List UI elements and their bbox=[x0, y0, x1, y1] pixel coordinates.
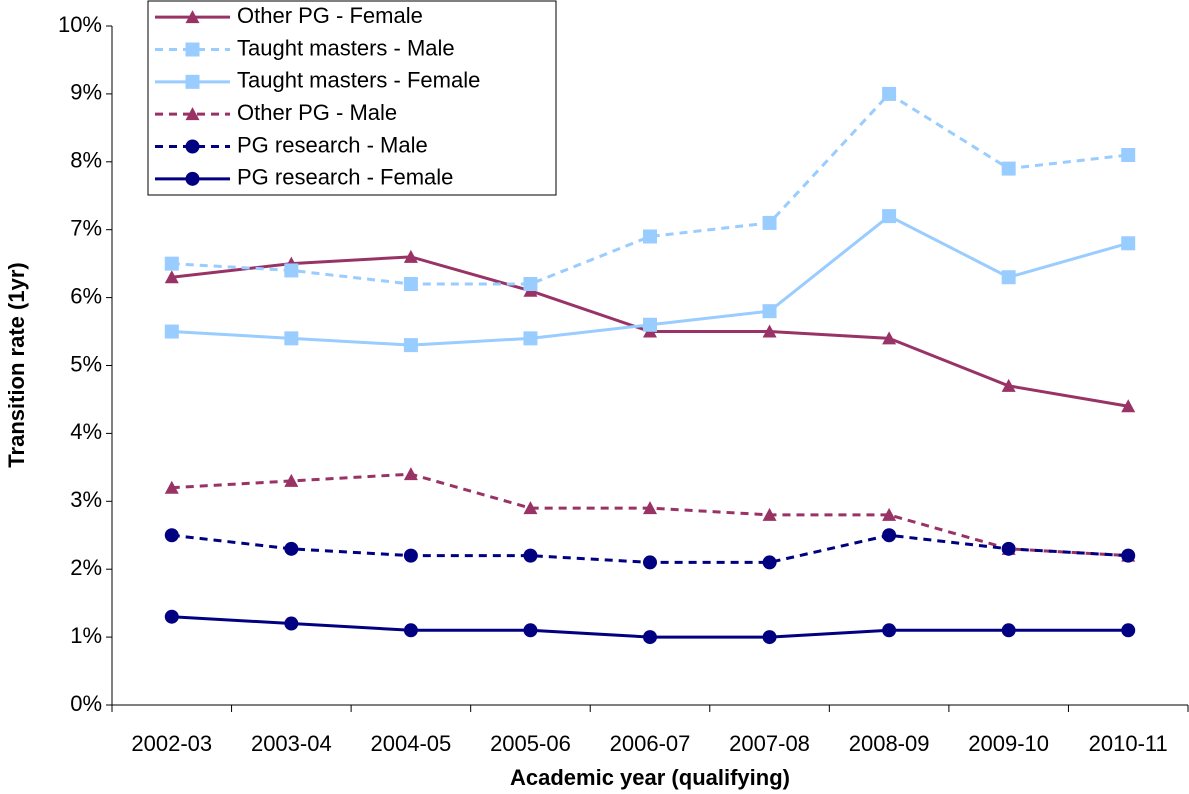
legend-label: Other PG - Female bbox=[237, 3, 423, 28]
data-point bbox=[1121, 236, 1136, 251]
y-tick-label: 8% bbox=[70, 148, 102, 173]
data-point bbox=[403, 249, 418, 263]
x-tick-label: 2009-10 bbox=[968, 731, 1049, 756]
data-point bbox=[403, 338, 418, 353]
y-axis-title: Transition rate (1yr) bbox=[4, 262, 29, 467]
x-tick-label: 2002-03 bbox=[131, 731, 212, 756]
y-tick-label: 4% bbox=[70, 419, 102, 444]
data-point bbox=[762, 630, 777, 645]
data-point bbox=[164, 609, 179, 624]
data-point bbox=[164, 270, 179, 284]
data-point bbox=[164, 324, 179, 339]
data-point bbox=[762, 555, 777, 570]
data-point bbox=[284, 541, 299, 556]
data-point bbox=[762, 215, 777, 230]
legend-label: Taught masters - Female bbox=[237, 68, 480, 93]
data-point bbox=[882, 331, 897, 345]
series bbox=[164, 528, 1136, 570]
y-tick-label: 6% bbox=[70, 283, 102, 308]
data-point bbox=[643, 555, 657, 570]
data-point bbox=[523, 331, 538, 346]
legend-label: PG research - Male bbox=[237, 132, 428, 157]
x-tick-label: 2008-09 bbox=[849, 731, 930, 756]
data-point bbox=[1001, 541, 1016, 556]
data-point bbox=[762, 507, 777, 521]
data-point bbox=[284, 263, 299, 278]
data-point bbox=[1001, 378, 1016, 392]
data-point bbox=[882, 209, 897, 224]
data-point bbox=[284, 331, 299, 346]
data-point bbox=[523, 277, 538, 292]
legend: Other PG - Female Taught masters - Male Ta… bbox=[147, 0, 557, 196]
data-point bbox=[882, 86, 897, 101]
marker bbox=[185, 74, 200, 89]
series bbox=[164, 467, 1136, 562]
legend-label: Taught masters - Male bbox=[237, 35, 455, 60]
marker bbox=[185, 171, 200, 186]
data-point bbox=[1121, 623, 1136, 638]
data-point bbox=[523, 623, 538, 638]
data-point bbox=[523, 548, 538, 563]
data-point bbox=[284, 473, 299, 487]
marker bbox=[185, 139, 200, 154]
data-point bbox=[1121, 399, 1136, 413]
x-tick-label: 2005-06 bbox=[490, 731, 571, 756]
series-line bbox=[171, 91, 1129, 286]
x-axis-title: Academic year (qualifying) bbox=[510, 765, 790, 790]
x-tick-label: 2007-08 bbox=[729, 731, 810, 756]
data-point bbox=[1121, 148, 1136, 163]
y-tick-label: 3% bbox=[70, 487, 102, 512]
y-tick-label: 2% bbox=[70, 555, 102, 580]
y-tick-label: 1% bbox=[70, 623, 102, 648]
x-tick-label: 2003-04 bbox=[251, 731, 332, 756]
data-point bbox=[762, 304, 777, 319]
y-tick-label: 10% bbox=[58, 12, 102, 37]
data-point bbox=[1001, 270, 1016, 285]
data-point bbox=[164, 480, 179, 494]
data-point bbox=[403, 467, 418, 481]
marker bbox=[185, 10, 200, 24]
data-point bbox=[643, 630, 657, 645]
data-point bbox=[403, 548, 418, 563]
series-line bbox=[171, 472, 1129, 558]
x-tick-label: 2010-11 bbox=[1089, 731, 1168, 756]
y-tick-label: 5% bbox=[70, 351, 102, 376]
legend-label: Other PG - Male bbox=[237, 100, 397, 125]
marker bbox=[185, 107, 200, 121]
x-tick-label: 2004-05 bbox=[371, 731, 452, 756]
data-point bbox=[403, 277, 418, 292]
data-point bbox=[523, 501, 538, 515]
data-point bbox=[643, 229, 657, 244]
y-tick-label: 0% bbox=[70, 691, 102, 716]
y-tick-label: 9% bbox=[70, 80, 102, 105]
data-point bbox=[403, 623, 418, 638]
legend-label: PG research - Female bbox=[237, 165, 453, 190]
data-point bbox=[643, 501, 657, 515]
data-point bbox=[882, 528, 897, 543]
marker bbox=[185, 42, 200, 57]
data-point bbox=[284, 616, 299, 631]
data-point bbox=[164, 256, 179, 271]
data-point bbox=[1001, 161, 1016, 176]
series bbox=[164, 609, 1136, 645]
series bbox=[164, 209, 1136, 353]
data-point bbox=[1121, 548, 1136, 563]
x-tick-label: 2006-07 bbox=[610, 731, 691, 756]
data-point bbox=[1001, 623, 1016, 638]
data-point bbox=[882, 507, 897, 521]
legend-box bbox=[147, 0, 557, 196]
data-point bbox=[882, 623, 897, 638]
series bbox=[164, 86, 1136, 292]
data-point bbox=[643, 317, 657, 332]
data-point bbox=[762, 324, 777, 338]
data-point bbox=[164, 528, 179, 543]
y-tick-label: 7% bbox=[70, 216, 102, 241]
